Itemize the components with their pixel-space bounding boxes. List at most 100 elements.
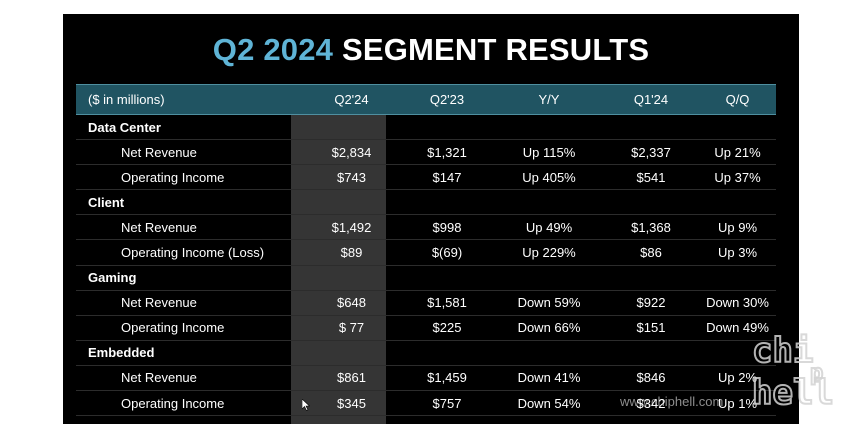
value-cell	[699, 266, 776, 290]
header-col-q2-24: Q2'24	[334, 92, 369, 107]
value-cell: $345	[337, 395, 366, 411]
value-cell	[399, 190, 495, 214]
value-cell	[603, 115, 699, 139]
value-cell	[603, 190, 699, 214]
value-cell: $1,459	[427, 370, 467, 386]
segment-row: Data Center	[76, 115, 776, 141]
value-cell: $541	[636, 169, 666, 185]
value-cell	[603, 266, 699, 290]
table-header: ($ in millions) Q2'24 Q2'23 Y/Y Q1'24 Q/…	[76, 84, 776, 115]
value-cell	[495, 115, 603, 139]
value-cell: $648	[337, 295, 366, 311]
value-cell	[699, 190, 776, 214]
value-cell	[699, 115, 776, 139]
table-body: Data Center Net Revenue $2,834 $1,321 Up 115…	[76, 115, 776, 417]
value-cell	[304, 115, 399, 139]
value-cell: Up 405%	[522, 169, 576, 185]
value-cell: $1,581	[427, 295, 467, 311]
value-cell: $1,321	[427, 144, 467, 160]
value-cell: $2,834	[331, 144, 372, 160]
slide: Q2 2024 SEGMENT RESULTS ($ in millions) …	[63, 14, 799, 424]
segment-row: Client	[76, 190, 776, 216]
value-cell: $743	[337, 169, 366, 185]
table-row: Net Revenue $2,834 $1,321 Up 115% $2,337 Up 2…	[76, 140, 776, 166]
table-row: Operating Income $743 $147 Up 405% $541 Up 37…	[76, 165, 776, 191]
value-cell: $(69)	[431, 245, 463, 261]
segment-label: Client	[88, 194, 125, 210]
value-cell: $2,337	[631, 144, 671, 160]
value-cell: $846	[636, 370, 666, 386]
value-cell	[495, 266, 603, 290]
svg-text:p: p	[810, 361, 823, 386]
segment-label: Embedded	[88, 345, 155, 361]
metric-label: Operating Income	[121, 395, 225, 411]
metric-label: Net Revenue	[121, 219, 197, 235]
value-cell	[399, 115, 495, 139]
value-cell: Down 41%	[517, 370, 581, 386]
segment-label: Data Center	[88, 119, 161, 135]
metric-label: Operating Income (Loss)	[121, 245, 265, 261]
value-cell: $922	[636, 295, 666, 311]
value-cell: $225	[432, 320, 462, 336]
table-row: Operating Income $ 77 $225 Down 66% $151 Down…	[76, 316, 776, 341]
value-cell: Down 49%	[706, 320, 769, 336]
header-col-q1-24: Q1'24	[633, 92, 669, 107]
value-cell: $147	[432, 169, 462, 185]
value-cell: Up 9%	[717, 219, 758, 235]
value-cell: Up 37%	[714, 169, 761, 185]
value-cell: Up 21%	[714, 144, 761, 160]
metric-label: Operating Income	[121, 320, 225, 336]
segment-row: Embedded	[76, 341, 776, 366]
segment-results-table: ($ in millions) Q2'24 Q2'23 Y/Y Q1'24 Q/…	[76, 84, 776, 417]
value-cell: $757	[432, 395, 462, 411]
table-row: Net Revenue $1,492 $998 Up 49% $1,368 Up 9%	[76, 215, 776, 241]
title-rest: SEGMENT RESULTS	[333, 32, 650, 67]
title-highlight: Q2 2024	[212, 32, 334, 67]
value-cell	[603, 341, 699, 365]
value-cell	[304, 190, 399, 214]
value-cell: Up 115%	[522, 144, 576, 160]
highlight-column	[291, 115, 386, 424]
value-cell: Down 30%	[706, 295, 769, 311]
value-cell: Up 1%	[717, 395, 758, 411]
value-cell: $89	[340, 245, 363, 261]
value-cell: $86	[640, 245, 662, 261]
value-cell: $ 77	[338, 320, 365, 336]
chiphell-logo-icon: chi hell p	[752, 330, 835, 414]
value-cell: $998	[432, 219, 462, 235]
value-cell: $151	[636, 320, 666, 336]
value-cell	[495, 190, 603, 214]
value-cell	[495, 341, 603, 365]
table-row: Net Revenue $861 $1,459 Down 41% $846 Up 2%	[76, 366, 776, 392]
metric-label: Net Revenue	[121, 295, 197, 311]
value-cell: $1,368	[631, 219, 671, 235]
value-cell: $1,492	[331, 219, 372, 235]
value-cell: Up 3%	[717, 245, 758, 261]
value-cell: Up 2%	[717, 370, 758, 386]
slide-title: Q2 2024 SEGMENT RESULTS	[63, 32, 799, 68]
value-cell	[399, 341, 495, 365]
value-cell: $861	[337, 370, 366, 386]
value-cell: $342	[636, 395, 666, 411]
segment-row: Gaming	[76, 266, 776, 291]
segment-label: Gaming	[88, 270, 137, 286]
value-cell: Down 54%	[517, 395, 581, 411]
value-cell: Down 59%	[517, 295, 581, 311]
header-col-q2-23: Q2'23	[429, 92, 465, 107]
svg-text:chi: chi	[752, 331, 813, 371]
value-cell: Up 49%	[525, 219, 573, 235]
table-row: Operating Income (Loss) $89 $(69) Up 229% $8…	[76, 240, 776, 266]
value-cell	[304, 341, 399, 365]
header-col-qq: Q/Q	[725, 92, 750, 107]
table-row: Operating Income $345 $757 Down 54% $342 Up 1…	[76, 391, 776, 417]
header-label: ($ in millions)	[88, 92, 165, 107]
value-cell: Down 66%	[517, 320, 581, 336]
watermark-url: www.chiphell.com	[620, 394, 724, 409]
value-cell	[399, 266, 495, 290]
table-row: Net Revenue $648 $1,581 Down 59% $922 Down 30…	[76, 291, 776, 316]
svg-text:hell: hell	[752, 373, 834, 413]
metric-label: Net Revenue	[121, 144, 197, 160]
header-col-yy: Y/Y	[538, 92, 560, 107]
value-cell	[304, 266, 399, 290]
metric-label: Net Revenue	[121, 370, 197, 386]
